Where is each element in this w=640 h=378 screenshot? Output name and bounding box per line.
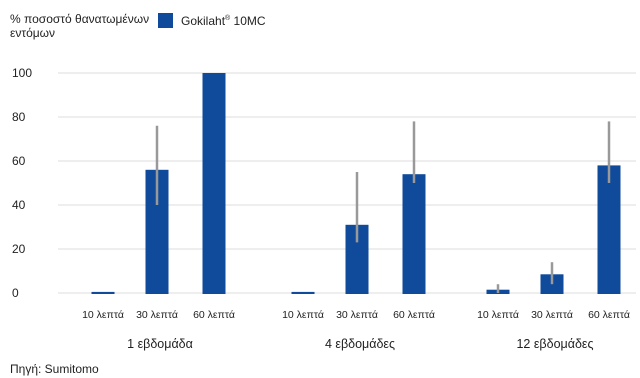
y-axis-title: % ποσοστό θανατωμένων εντόμων (10, 12, 150, 40)
x-tick-label: 10 λεπτά (282, 309, 324, 321)
source-note: Πηγή: Sumitomo (10, 362, 99, 376)
bar (291, 291, 315, 294)
x-tick-label: 10 λεπτά (82, 309, 124, 321)
legend-swatch (158, 13, 173, 28)
bar (202, 73, 226, 294)
x-tick-label: 30 λεπτά (136, 309, 178, 321)
y-tick-label: 0 (12, 286, 19, 300)
chart-legend: Gokilaht® 10MC (158, 13, 266, 28)
y-tick-label: 40 (12, 198, 26, 212)
bar (345, 224, 369, 294)
x-tick-label: 30 λεπτά (531, 309, 573, 321)
group-label: 12 εβδομάδες (516, 337, 593, 351)
x-tick-label: 10 λεπτά (477, 309, 519, 321)
y-tick-label: 80 (12, 110, 26, 124)
bar (597, 165, 621, 294)
y-tick-label: 60 (12, 154, 26, 168)
x-tick-label: 60 λεπτά (588, 309, 630, 321)
legend-label: Gokilaht® 10MC (181, 13, 266, 28)
bar (91, 291, 115, 294)
y-tick-label: 100 (12, 66, 32, 80)
y-tick-label: 20 (12, 242, 26, 256)
bar (145, 169, 169, 294)
bar-chart: 0 20 40 60 80 100 10 λεπτά 30 λεπτά 60 λεπτά 1 εβ… (12, 66, 636, 351)
x-tick-label: 60 λεπτά (393, 309, 435, 321)
x-tick-label: 60 λεπτά (193, 309, 235, 321)
group-label: 1 εβδομάδα (127, 337, 193, 351)
bar (402, 174, 426, 294)
group-label: 4 εβδομάδες (325, 337, 395, 351)
x-tick-label: 30 λεπτά (336, 309, 378, 321)
